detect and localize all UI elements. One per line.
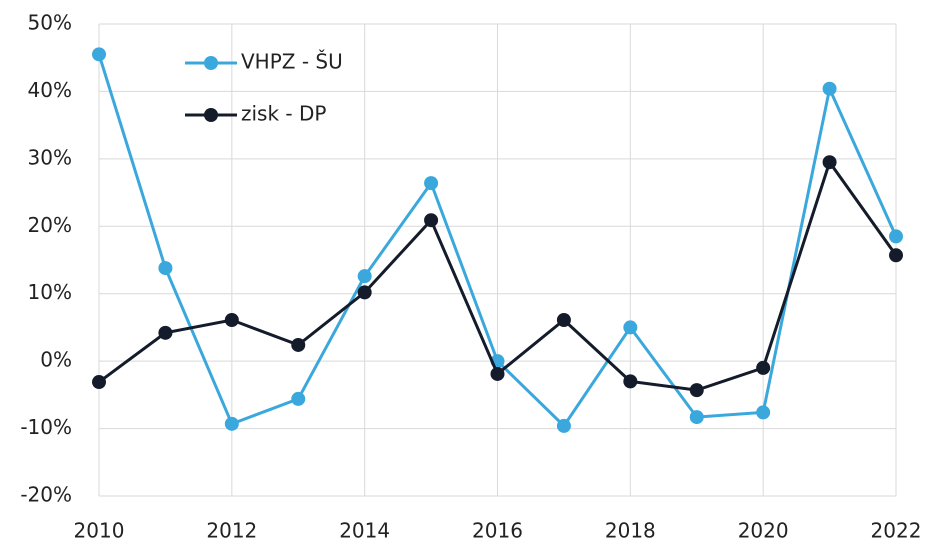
data-point <box>158 261 173 276</box>
data-point <box>424 176 439 191</box>
data-point <box>92 47 106 62</box>
x-tick-label: 2022 <box>871 519 922 543</box>
legend-label: zisk - DP <box>241 102 326 126</box>
x-tick-label: 2020 <box>738 519 789 543</box>
data-point <box>889 229 903 244</box>
data-point <box>623 320 638 335</box>
data-point <box>889 248 903 263</box>
x-tick-label: 2012 <box>206 519 257 543</box>
y-tick-label: 50% <box>28 11 72 35</box>
data-point <box>357 269 372 284</box>
legend-swatch <box>204 108 218 122</box>
x-tick-label: 2018 <box>605 519 656 543</box>
x-tick-label: 2010 <box>74 519 125 543</box>
y-tick-label: -20% <box>20 483 72 507</box>
y-tick-label: -10% <box>20 415 72 439</box>
y-tick-label: 30% <box>28 145 72 169</box>
x-tick-label: 2014 <box>339 519 390 543</box>
data-point <box>822 81 837 96</box>
data-point <box>822 155 837 170</box>
data-point <box>756 405 771 420</box>
data-point <box>490 366 505 381</box>
y-tick-label: 40% <box>28 78 72 102</box>
legend-swatch <box>204 56 218 70</box>
data-point <box>224 313 239 328</box>
data-point <box>291 391 306 406</box>
x-tick-label: 2016 <box>472 519 523 543</box>
y-tick-label: 20% <box>28 213 72 237</box>
data-point <box>158 325 173 340</box>
data-point <box>623 374 638 389</box>
y-tick-label: 10% <box>28 280 72 304</box>
data-point <box>424 213 439 228</box>
data-point <box>291 337 306 352</box>
data-point <box>224 416 239 431</box>
data-point <box>689 410 704 425</box>
data-point <box>357 285 372 300</box>
data-point <box>689 383 704 398</box>
data-point <box>556 313 571 328</box>
y-tick-label: 0% <box>40 348 72 372</box>
legend-label: VHPZ - ŠU <box>241 50 343 74</box>
data-point <box>756 360 771 375</box>
data-point <box>92 375 106 390</box>
data-point <box>556 418 571 433</box>
